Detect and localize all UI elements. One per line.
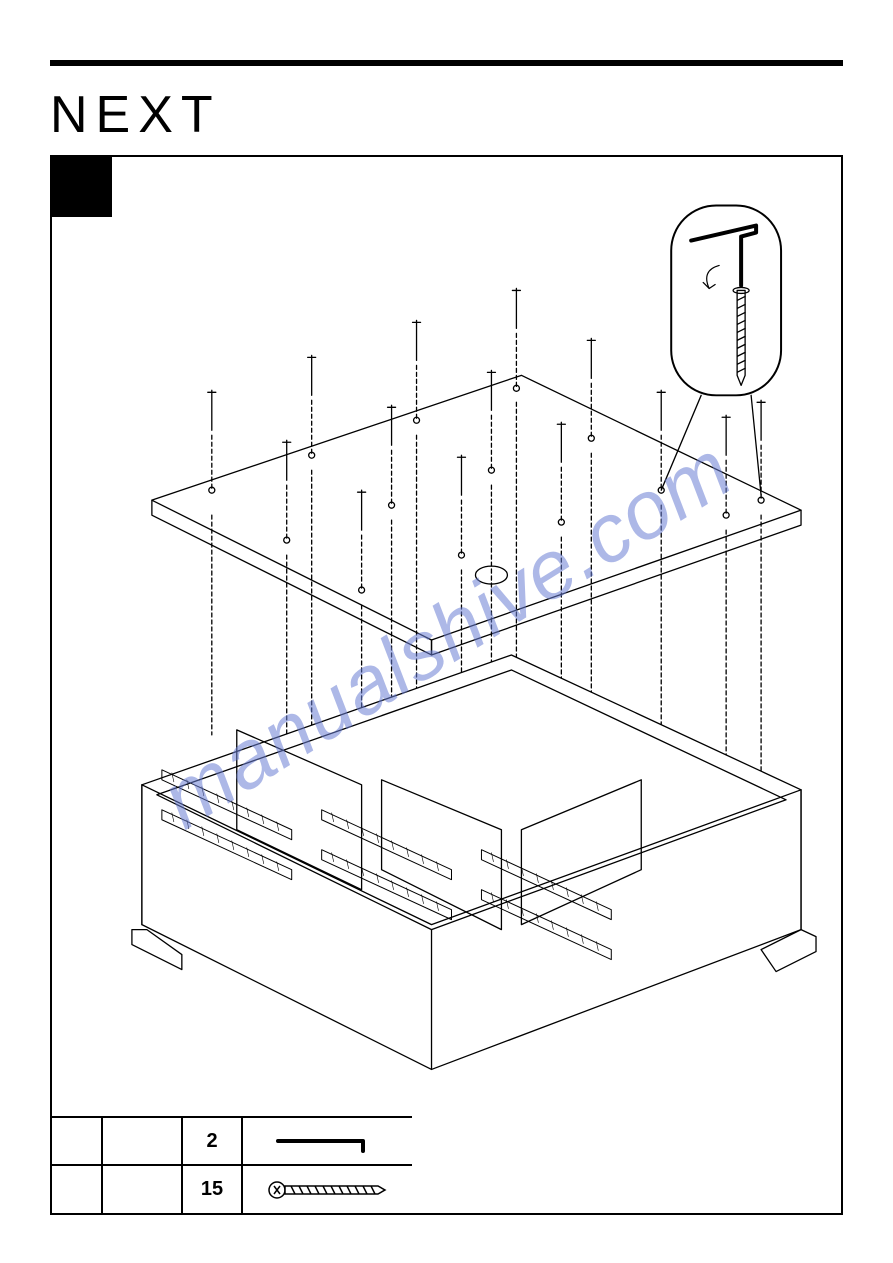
table-row: 2 xyxy=(52,1117,412,1165)
part-label-cell xyxy=(102,1117,182,1165)
brand-logo: NEXT xyxy=(50,85,221,145)
part-code-cell xyxy=(52,1165,102,1213)
exploded-view-svg xyxy=(62,167,831,1103)
part-code-cell xyxy=(52,1117,102,1165)
allen-key-icon xyxy=(268,1126,388,1156)
cabinet-body xyxy=(132,655,816,1069)
part-label-cell xyxy=(102,1165,182,1213)
part-icon-cell xyxy=(242,1165,412,1213)
part-icon-cell xyxy=(242,1117,412,1165)
top-rule xyxy=(50,60,843,66)
top-panel xyxy=(152,375,801,655)
part-qty-cell: 15 xyxy=(182,1165,242,1213)
parts-table: 2 15 xyxy=(52,1116,412,1213)
assembly-diagram: manualshive.com xyxy=(62,167,831,1103)
part-qty-cell: 2 xyxy=(182,1117,242,1165)
confirmat-screw-icon xyxy=(263,1175,393,1205)
instruction-frame: manualshive.com 2 15 xyxy=(50,155,843,1215)
table-row: 15 xyxy=(52,1165,412,1213)
